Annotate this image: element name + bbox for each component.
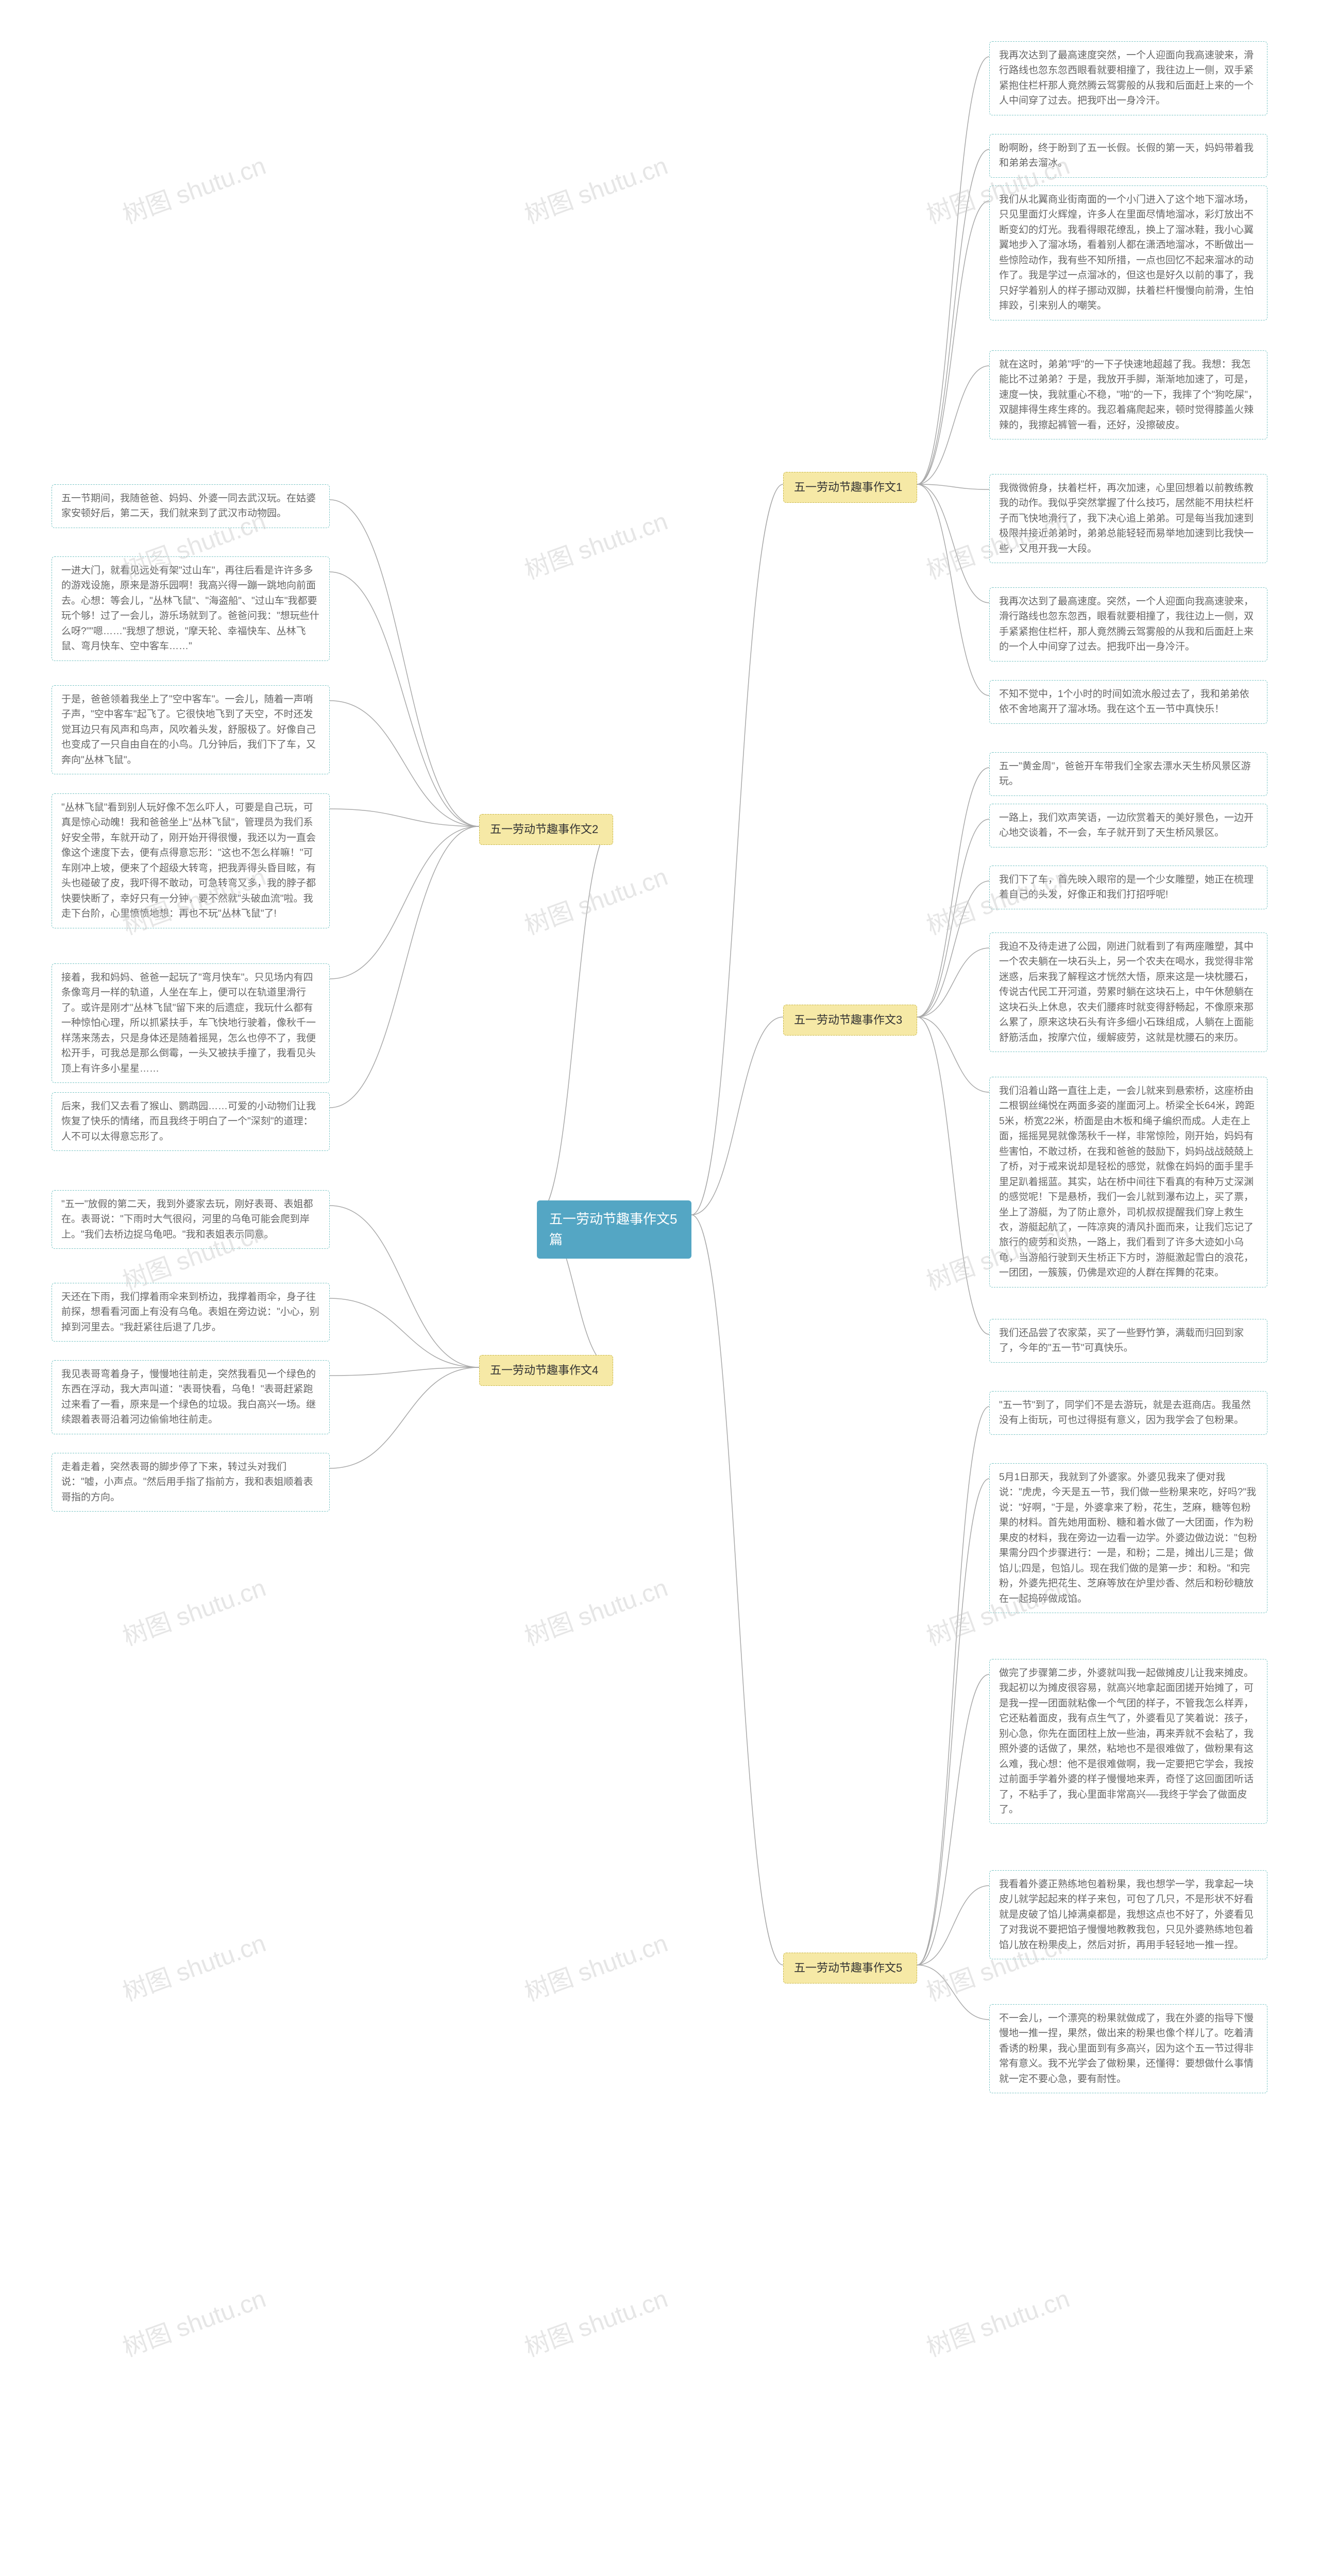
watermark: 树图 shutu.cn [519,501,672,586]
leaf-node: "丛林飞鼠"看到别人玩好像不怎么吓人，可要是自己玩，可真是惊心动魄！我和爸爸坐上… [52,793,330,928]
leaf-node: "五一节"到了，同学们不是去游玩，就是去逛商店。我虽然没有上街玩，可也过得挺有意… [989,1391,1267,1435]
leaf-node: 我看着外婆正熟练地包着粉果，我也想学一学，我拿起一块皮儿就学起起来的样子来包，可… [989,1870,1267,1959]
leaf-node: 就在这时，弟弟"呼"的一下子快速地超越了我。我想：我怎能比不过弟弟？于是，我放开… [989,350,1267,439]
leaf-node: 不知不觉中，1个小时的时间如流水般过去了，我和弟弟依依不舍地离开了溜冰场。我在这… [989,680,1267,724]
leaf-node: 我们还品尝了农家菜，买了一些野竹笋，满载而归回到家了，今年的"五一节"可真快乐。 [989,1319,1267,1363]
leaf-node: 我见表哥弯着身子，慢慢地往前走，突然我看见一个绿色的东西在浮动，我大声叫道："表… [52,1360,330,1434]
branch-node: 五一劳动节趣事作文3 [783,1005,917,1036]
watermark: 树图 shutu.cn [117,145,270,230]
leaf-node: 五一"黄金周"，爸爸开车带我们全家去漂水天生桥风景区游玩。 [989,752,1267,796]
watermark: 树图 shutu.cn [519,856,672,941]
leaf-node: 盼啊盼，终于盼到了五一长假。长假的第一天，妈妈带着我和弟弟去溜冰。 [989,134,1267,178]
leaf-node: "五一"放假的第二天，我到外婆家去玩，刚好表哥、表姐都在。表哥说："下雨时大气很… [52,1190,330,1249]
leaf-node: 不一会儿，一个漂亮的粉果就做成了，我在外婆的指导下慢慢地一推一捏，果然，做出来的… [989,2004,1267,2093]
branch-node: 五一劳动节趣事作文5 [783,1953,917,1984]
watermark: 树图 shutu.cn [117,1567,270,1652]
leaf-node: 一进大门，就看见远处有架"过山车"，再往后看是许许多多的游戏设施，原来是游乐园啊… [52,556,330,661]
leaf-node: 我微微俯身，扶着栏杆，再次加速，心里回想着以前教练教我的动作。我似乎突然掌握了什… [989,474,1267,563]
leaf-node: 五一节期间，我随爸爸、妈妈、外婆一同去武汉玩。在姑婆家安顿好后，第二天，我们就来… [52,484,330,528]
watermark: 树图 shutu.cn [519,2278,672,2363]
watermark: 树图 shutu.cn [519,1923,672,2008]
leaf-node: 我迫不及待走进了公园，刚进门就看到了有两座雕塑，其中一个农夫躺在一块石头上，另一… [989,933,1267,1052]
watermark: 树图 shutu.cn [117,1923,270,2008]
leaf-node: 做完了步骤第二步，外婆就叫我一起做摊皮儿让我来摊皮。我起初以为摊皮很容易，就高兴… [989,1659,1267,1824]
leaf-node: 天还在下雨，我们撑着雨伞来到桥边，我撑着雨伞，身子往前探，想看看河面上有没有乌龟… [52,1283,330,1342]
leaf-node: 走着走着，突然表哥的脚步停了下来，转过头对我们说："嘘，小声点。"然后用手指了指… [52,1453,330,1512]
branch-node: 五一劳动节趣事作文4 [479,1355,613,1386]
watermark: 树图 shutu.cn [519,1567,672,1652]
leaf-node: 后来，我们又去看了猴山、鹦鹉园……可爱的小动物们让我恢复了快乐的情绪，而且我终于… [52,1092,330,1151]
leaf-node: 我们沿着山路一直往上走，一会儿就来到悬索桥，这座桥由二根钢丝绳悦在两面多姿的崖面… [989,1077,1267,1287]
leaf-node: 我再次达到了最高速度。突然，一个人迎面向我高速驶来，滑行路线也忽东忽西，眼看就要… [989,587,1267,662]
watermark: 树图 shutu.cn [921,2278,1074,2363]
branch-node: 五一劳动节趣事作文1 [783,472,917,503]
leaf-node: 一路上，我们欢声笑语，一边欣赏着天的美好景色，一边开心地交谈着，不一会，车子就开… [989,804,1267,848]
leaf-node: 接着，我和妈妈、爸爸一起玩了"弯月快车"。只见场内有四条像弯月一样的轨道，人坐在… [52,963,330,1083]
leaf-node: 5月1日那天，我就到了外婆家。外婆见我来了便对我说："虎虎，今天是五一节，我们做… [989,1463,1267,1613]
watermark: 树图 shutu.cn [117,2278,270,2363]
leaf-node: 于是，爸爸领着我坐上了"空中客车"。一会儿，随着一声哨子声，"空中客车"起飞了。… [52,685,330,774]
leaf-node: 我们下了车，首先映入眼帘的是一个少女雕塑，她正在梳理着自己的头发，好像正和我们打… [989,866,1267,909]
root-node: 五一劳动节趣事作文5篇 [537,1200,691,1259]
leaf-node: 我们从北翼商业街南面的一个小门进入了这个地下溜冰场，只见里面灯火辉煌，许多人在里… [989,185,1267,320]
watermark: 树图 shutu.cn [519,145,672,230]
leaf-node: 我再次达到了最高速度突然，一个人迎面向我高速驶来，滑行路线也忽东忽西眼看就要相撞… [989,41,1267,115]
branch-node: 五一劳动节趣事作文2 [479,814,613,845]
